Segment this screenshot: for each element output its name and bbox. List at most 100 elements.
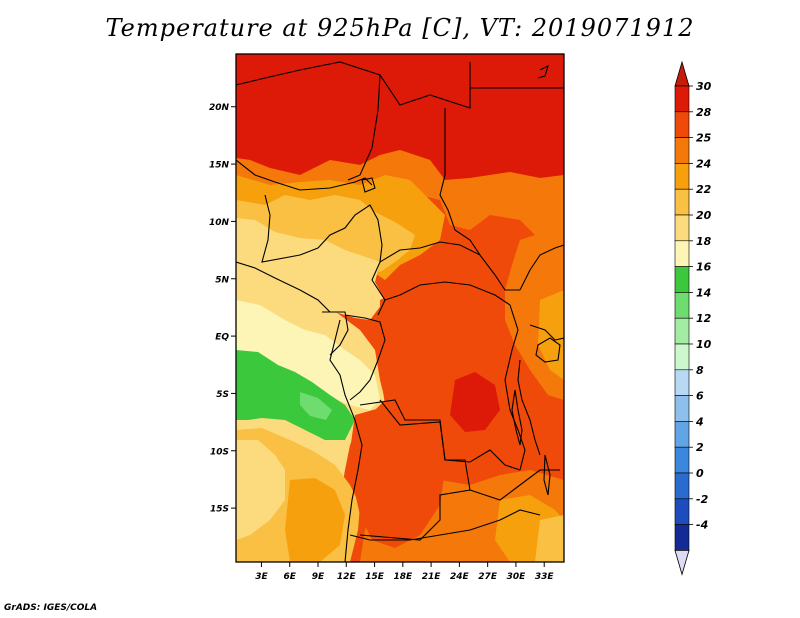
colorbar-level-label: 18 — [696, 235, 712, 248]
colorbar-level-label: 4 — [695, 415, 704, 428]
lake-victoria — [535, 337, 561, 363]
colorbar-level-label: 0 — [696, 467, 704, 480]
colorbar-segment — [674, 317, 690, 345]
colorbar-segment — [674, 369, 690, 396]
colorbar-over-arrow — [674, 60, 690, 87]
colorbar-segment — [674, 163, 690, 190]
colorbar-level-label: 28 — [696, 106, 712, 119]
colorbar-level-label: 12 — [696, 312, 712, 325]
colorbar-segment — [674, 137, 690, 164]
border-sudan — [519, 244, 564, 291]
colorbar-under-arrow — [674, 550, 690, 576]
border-namibia — [349, 509, 541, 541]
colorbar-segment — [674, 446, 690, 474]
colorbar-segment — [674, 111, 690, 138]
lon-tick-label: 24E — [450, 572, 470, 582]
colorbar-level-label: 6 — [696, 390, 704, 403]
border-cameroon — [317, 204, 386, 316]
coast-guinea — [236, 261, 331, 313]
lat-tick-label: EQ — [215, 333, 229, 343]
field-22-southeast — [535, 515, 564, 562]
colorbar-segment — [674, 524, 690, 551]
lat-tick-label: 10N — [209, 218, 230, 228]
lake-malawi — [543, 454, 551, 496]
lat-tick-label: 10S — [210, 447, 229, 457]
field-28-angola — [350, 408, 445, 548]
colorbar-level-label: 20 — [696, 209, 712, 222]
lake-tanganyika — [511, 389, 523, 446]
lon-tick-label: 9E — [312, 572, 325, 582]
footer-credit: GrADS: IGES/COLA — [4, 603, 98, 613]
lat-tick-label: 15S — [210, 505, 229, 515]
latitude-axis: 20N 15N 10N 5N EQ 5S 10S 15S — [209, 103, 236, 515]
border-north-3 — [469, 87, 564, 108]
lon-tick-label: 3E — [255, 572, 268, 582]
longitude-axis: 3E 6E 9E 12E 15E 18E 21E 24E 27E 30E 33E — [255, 562, 554, 582]
lat-tick-label: 20N — [209, 103, 230, 113]
colorbar-level-label: 16 — [696, 261, 712, 274]
field-24-east — [538, 290, 564, 380]
border-zambia — [469, 469, 560, 501]
red-sea-coast — [537, 64, 549, 79]
border-north-2 — [347, 74, 381, 181]
border-rift-lakes — [517, 359, 541, 456]
field-24-south — [285, 478, 345, 562]
lon-tick-label: 33E — [535, 572, 555, 582]
colorbar-level-label: 24 — [696, 157, 711, 170]
field-30-basin — [450, 372, 500, 432]
lon-tick-label: 15E — [365, 572, 385, 582]
lake-chad — [361, 177, 376, 193]
lat-tick-label: 5S — [216, 390, 229, 400]
border-chad-west — [236, 159, 373, 191]
border-car — [379, 241, 520, 291]
colorbar-segment — [674, 395, 690, 422]
border-east-coast — [529, 324, 564, 341]
colorbar-level-label: 14 — [696, 286, 711, 299]
lon-tick-label: 30E — [507, 572, 527, 582]
colorbar-level-label: 22 — [696, 183, 712, 196]
border-drc-east — [504, 304, 526, 471]
lon-tick-label: 6E — [284, 572, 297, 582]
colorbar-level-label: 30 — [696, 80, 712, 93]
border-nigeria — [261, 194, 319, 263]
lon-tick-label: 18E — [393, 572, 413, 582]
colorbar-level-label: 8 — [696, 364, 704, 377]
map-title: Temperature at 925hPa [C], VT: 201907191… — [105, 14, 695, 42]
colorbar-segment — [674, 292, 690, 319]
field-30-north — [236, 54, 564, 180]
lon-tick-label: 27E — [478, 572, 498, 582]
lat-tick-label: 15N — [209, 161, 230, 171]
field-14-patch — [300, 392, 332, 420]
lat-tick-label: 5N — [215, 275, 229, 285]
field-18-atlantic — [236, 300, 380, 410]
border-gabon — [322, 311, 349, 356]
colorbar-segment — [674, 266, 690, 293]
border-drc-north — [384, 281, 511, 306]
colorbar-segment — [674, 498, 690, 525]
map-frame — [235, 53, 565, 563]
colorbar-level-label: -4 — [696, 519, 708, 532]
colorbar-level-label: -2 — [696, 493, 709, 506]
temperature-field — [236, 54, 564, 562]
colorbar-segment — [674, 188, 690, 216]
colorbar-segment — [674, 421, 690, 448]
colorbar-segment — [674, 343, 690, 371]
lon-tick-label: 12E — [337, 572, 357, 582]
colorbar-segment — [674, 472, 690, 500]
lon-tick-label: 21E — [422, 572, 442, 582]
colorbar-level-label: 25 — [696, 132, 712, 145]
coast-west — [329, 319, 363, 562]
colorbar-level-label: 2 — [696, 441, 704, 454]
field-20-south — [236, 440, 285, 540]
colorbar-segment — [674, 214, 690, 242]
colorbar-level-label: 10 — [696, 338, 712, 351]
field-20-west — [236, 218, 385, 320]
border-angola — [359, 399, 471, 541]
colorbar-segment — [674, 85, 690, 113]
country-borders — [236, 61, 564, 562]
border-chad-east — [439, 108, 481, 256]
border-congo — [344, 314, 386, 401]
colorbar-segment — [674, 240, 690, 267]
